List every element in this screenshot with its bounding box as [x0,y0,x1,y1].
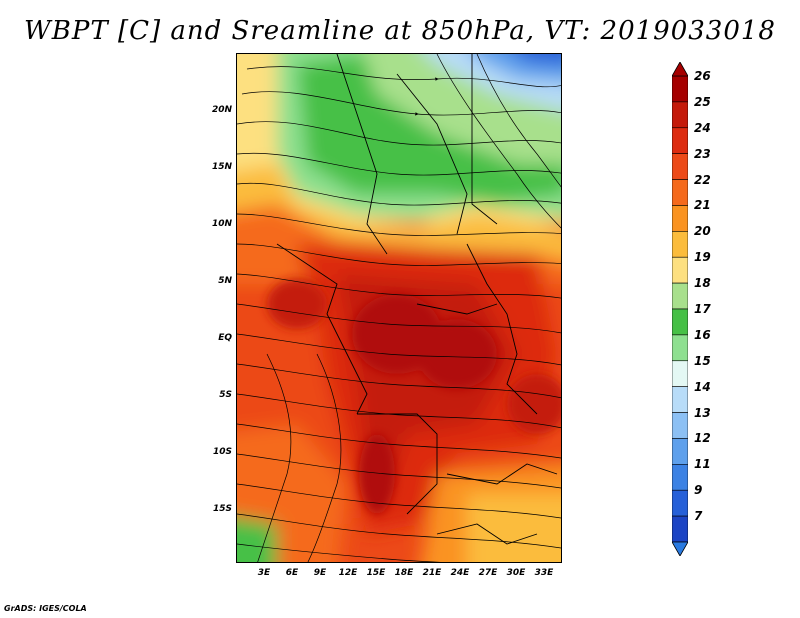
colorbar-label: 18 [694,276,711,291]
colorbar-label: 20 [694,224,711,239]
map-svg [237,54,561,562]
colorbar-segment [672,489,688,517]
x-tick-label: 12E [338,568,358,578]
x-tick-label: 15E [366,568,386,578]
colorbar-segment [672,231,688,258]
colorbar-label: 16 [694,327,711,342]
y-tick-label: 5N [218,276,232,286]
colorbar-label: 23 [694,146,711,161]
colorbar-label: 22 [694,172,711,187]
colorbar-segment [672,515,688,543]
y-tick-label: 10N [211,219,232,229]
y-tick-label: 5S [219,390,232,400]
x-tick-label: 30E [506,568,526,578]
colorbar-segment [672,153,688,180]
x-tick-label: 18E [394,568,414,578]
colorbar-segment [672,308,688,336]
colorbar-label: 26 [694,69,711,83]
colorbar-segment [672,412,688,439]
x-tick-label: 21E [422,568,442,578]
colorbar-label: 21 [694,198,711,213]
colorbar-label: 14 [694,379,711,394]
colorbar-label: 15 [694,353,711,368]
colorbar-segments [672,75,688,543]
colorbar-segment [672,386,688,413]
colorbar-label: 13 [694,405,711,420]
colorbar-segment [672,256,688,284]
colorbar-segment [672,75,688,103]
country-boundaries [276,54,558,545]
y-tick-label: 15N [211,162,232,172]
x-tick-label: 3E [257,568,271,578]
footer-credit: GrADS: IGES/COLA [4,604,87,613]
colorbar-segment [672,282,688,310]
colorbar-label: 7 [694,509,703,524]
colorbar-top-arrow [672,62,688,77]
y-tick-label: 15S [212,504,232,514]
colorbar-label: 19 [694,250,711,265]
x-tick-label: 27E [478,568,498,578]
y-tick-label: 20N [211,105,232,115]
map-title: WBPT [C] and Sreamline at 850hPa, VT: 20… [24,16,776,46]
colorbar-label: 25 [694,94,711,109]
colorbar-label: 12 [694,431,711,446]
colorbar [672,62,688,556]
colorbar-bottom-arrow [672,541,688,556]
colorbar-label: 9 [694,483,703,498]
colorbar-segment [672,101,688,129]
colorbar-label: 24 [694,120,711,135]
x-tick-label: 33E [534,568,554,578]
x-tick-label: 24E [450,568,470,578]
colorbar-segment [672,360,688,387]
colorbar-segment [672,334,688,362]
y-tick-label: 10S [212,447,232,457]
colorbar-segment [672,464,688,491]
colorbar-segment [672,205,688,232]
x-tick-label: 6E [285,568,299,578]
map-plot-area [236,53,562,563]
streamlines [237,54,561,562]
colorbar-segment [672,438,688,465]
x-tick-label: 9E [313,568,327,578]
y-tick-label: EQ [218,333,232,343]
colorbar-segment [672,179,688,206]
wbpt-hotspots [267,279,561,514]
colorbar-label: 17 [694,302,711,316]
colorbar-label: 11 [694,457,711,472]
colorbar-segment [672,127,688,154]
